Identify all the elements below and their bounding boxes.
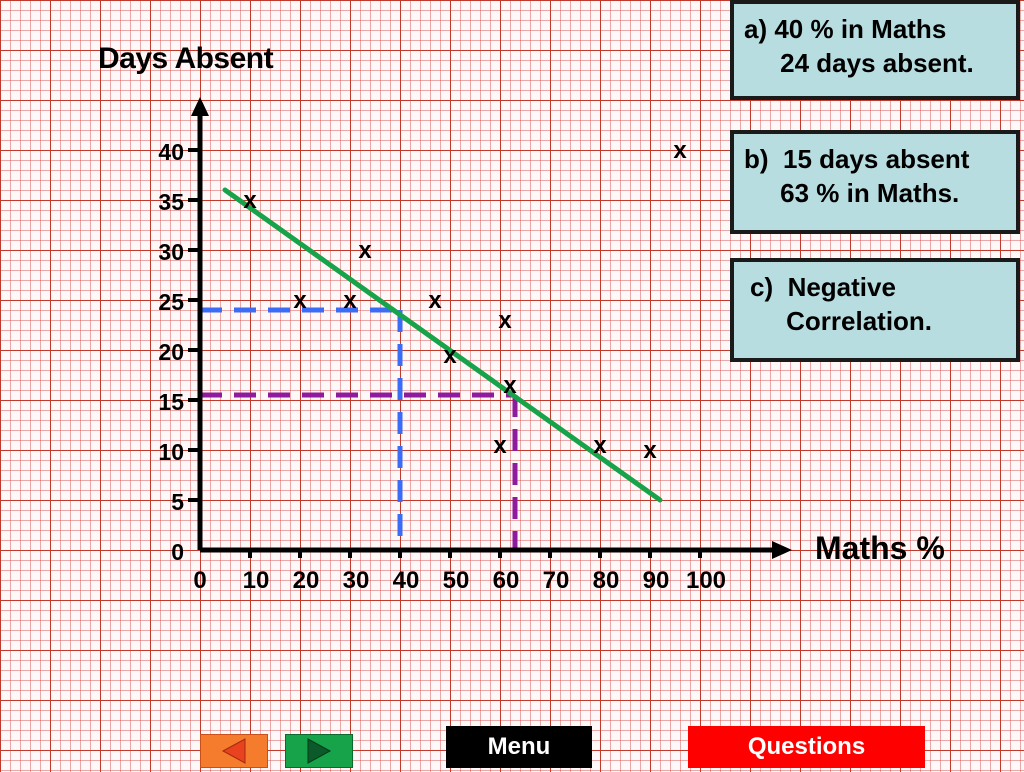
data-point-10: x — [643, 437, 657, 464]
x-axis-arrow — [772, 541, 792, 559]
x-tick-label-7: 70 — [543, 567, 570, 594]
x-tick-label-3: 30 — [343, 567, 370, 594]
x-tick-label-9: 90 — [643, 567, 670, 594]
data-point-1: x — [358, 237, 372, 264]
y-tick-label-6: 30 — [158, 239, 184, 265]
data-point-7: x — [503, 372, 517, 399]
answer-c-line2: Correlation. — [750, 306, 933, 336]
data-point-3: x — [343, 287, 357, 314]
data-point-4: x — [428, 287, 442, 314]
x-tick-label-10: 100 — [686, 567, 726, 594]
right-arrow-icon — [307, 738, 332, 764]
questions-button[interactable]: Questions — [688, 726, 925, 768]
y-tick-label-5: 25 — [158, 289, 184, 315]
answer-box-b: b) 15 days absent 63 % in Maths. — [730, 130, 1020, 234]
y-axis-arrow — [191, 97, 209, 116]
answer-a-line1: a) 40 % in Maths — [744, 14, 947, 44]
data-point-5: x — [498, 307, 512, 334]
x-tick-label-8: 80 — [593, 567, 620, 594]
y-axis-label: Days Absent — [98, 42, 274, 75]
x-axis-label: Maths % — [815, 530, 945, 566]
data-point-0: x — [243, 187, 257, 214]
next-button[interactable] — [285, 734, 353, 768]
x-tick-label-1: 10 — [243, 567, 270, 594]
menu-button[interactable]: Menu — [446, 726, 592, 768]
data-point-9: x — [593, 432, 607, 459]
line-of-best-fit — [222, 187, 663, 503]
y-tick-label-2: 10 — [158, 439, 184, 465]
left-arrow-icon — [221, 738, 246, 764]
data-point-6: x — [443, 342, 457, 369]
data-point-8: x — [493, 432, 507, 459]
answer-c-line1: c) Negative — [750, 272, 896, 302]
prev-button[interactable] — [200, 734, 268, 768]
x-tick-label-0: 0 — [193, 567, 206, 594]
x-tick-label-4: 40 — [393, 567, 420, 594]
x-tick-label-6: 60 — [493, 567, 520, 594]
answer-b-line2: 63 % in Maths. — [744, 178, 960, 208]
data-point-2: x — [293, 287, 307, 314]
answer-b-line1: b) 15 days absent — [744, 144, 970, 174]
answer-a-line2: 24 days absent. — [744, 48, 974, 78]
y-tick-label-3: 15 — [158, 389, 184, 415]
y-tick-label-1: 5 — [171, 489, 184, 515]
x-tick-label-5: 50 — [443, 567, 470, 594]
answer-box-c: c) Negative Correlation. — [730, 258, 1020, 362]
answer-box-a: a) 40 % in Maths 24 days absent. — [730, 0, 1020, 100]
y-tick-label-0: 0 — [171, 539, 184, 565]
y-tick-label-7: 35 — [158, 189, 184, 215]
data-point-11: x — [673, 137, 687, 164]
y-tick-label-4: 20 — [158, 339, 184, 365]
x-tick-label-2: 20 — [293, 567, 320, 594]
y-tick-label-8: 40 — [158, 139, 184, 165]
